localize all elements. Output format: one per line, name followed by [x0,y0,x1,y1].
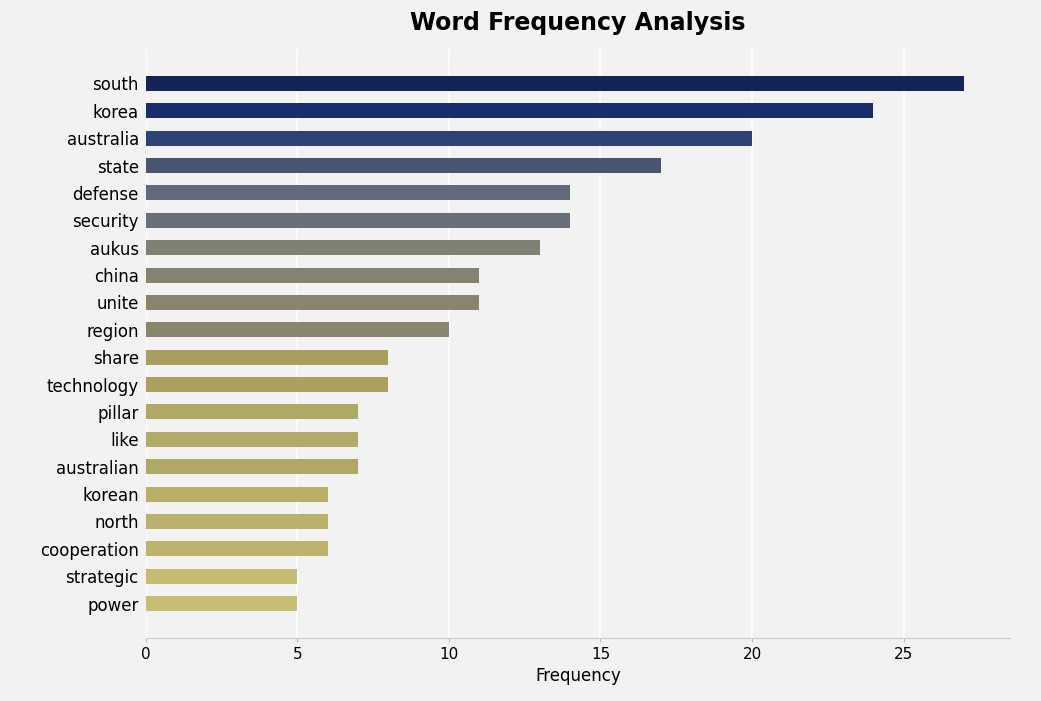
Bar [146,322,449,337]
Bar [146,514,328,529]
Title: Word Frequency Analysis: Word Frequency Analysis [410,11,745,34]
Bar [146,432,358,447]
Bar [146,76,964,91]
Bar [146,486,328,502]
Bar [146,541,328,557]
X-axis label: Frequency: Frequency [535,667,620,686]
Bar [146,268,479,283]
Bar [146,185,570,200]
Bar [146,130,752,146]
Bar [146,350,388,365]
Bar [146,295,479,310]
Bar [146,158,661,173]
Bar [146,240,540,255]
Bar [146,103,873,118]
Bar [146,569,298,584]
Bar [146,404,358,419]
Bar [146,377,388,392]
Bar [146,212,570,228]
Bar [146,596,298,611]
Bar [146,459,358,475]
